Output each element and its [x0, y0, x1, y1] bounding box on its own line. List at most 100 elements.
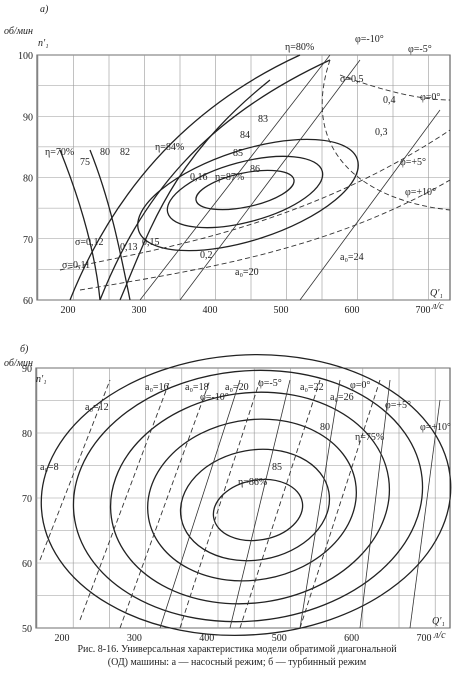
label: a₀=20	[225, 382, 249, 393]
label: σ=0,5	[340, 74, 364, 85]
panel-label: б)	[20, 344, 29, 355]
contour	[179, 448, 331, 562]
label: 84	[240, 130, 250, 141]
label: 80	[320, 422, 330, 433]
label: η=87%	[215, 172, 244, 183]
contour	[69, 54, 301, 301]
dashed	[119, 379, 211, 629]
label: φ=-10°	[355, 34, 384, 45]
x-tick-label: 200	[55, 633, 70, 644]
label: η=75%	[355, 432, 384, 443]
x-tick-label: 300	[132, 305, 147, 316]
dashed	[299, 379, 381, 629]
label: φ=+10°	[405, 187, 436, 198]
y-tick-label: 80	[22, 429, 32, 440]
panel-b: 700 600 500 400 300 200 90 80 70 60 50 б) об/мин n…	[4, 344, 452, 644]
contour	[99, 59, 331, 301]
dashed	[59, 129, 451, 271]
y-tick-label: 70	[22, 494, 32, 505]
dashed	[79, 379, 171, 621]
label: η=80%	[285, 42, 314, 53]
x-unit: л/с	[431, 301, 444, 312]
label: 85	[272, 462, 282, 473]
x-tick-label: 400	[199, 633, 214, 644]
line	[299, 109, 441, 301]
label: φ=+5°	[400, 157, 426, 168]
caption-line: Рис. 8-16. Универсальная характеристика …	[77, 644, 397, 655]
contour	[40, 353, 452, 637]
x-tick-label: 600	[344, 633, 359, 644]
contour	[195, 169, 295, 211]
label: a₀=20	[235, 267, 259, 278]
label: 86	[250, 164, 260, 175]
line	[359, 379, 391, 629]
label: a₀=26	[330, 392, 354, 403]
dashed	[321, 59, 451, 211]
x-tick-label: 700	[417, 633, 432, 644]
caption-line: (ОД) машины: а — насосный режим; б — тур…	[108, 657, 367, 668]
label: φ=0°	[420, 92, 440, 103]
contour	[119, 79, 271, 301]
x-axis-label: Q'₁	[432, 616, 445, 627]
label: a₀=12	[85, 402, 109, 413]
contours	[39, 353, 452, 637]
line	[409, 399, 441, 629]
contour	[212, 478, 304, 542]
y-tick-label: 80	[23, 174, 33, 185]
contour	[72, 369, 424, 623]
panel-label: а)	[40, 4, 49, 15]
label: 80	[100, 147, 110, 158]
label: a₀=8	[40, 462, 59, 473]
label: 0,2	[200, 250, 213, 261]
label: η=84%	[155, 142, 184, 153]
label: φ=+5°	[385, 400, 411, 411]
dashed	[239, 379, 321, 629]
label: 82	[120, 147, 130, 158]
label: 75	[80, 157, 90, 168]
label: a₀=18	[185, 382, 209, 393]
line	[159, 379, 241, 629]
y-tick-label: 100	[18, 51, 33, 62]
y-tick-label: 90	[23, 112, 33, 123]
label: φ=-5°	[258, 378, 282, 389]
contour	[89, 149, 131, 301]
y-unit: об/мин	[4, 358, 33, 369]
x-unit: л/с	[433, 630, 446, 641]
y-tick-label: 60	[23, 296, 33, 307]
dashed	[39, 379, 111, 561]
y-axis-label: n'₁	[36, 374, 47, 385]
label: a₀=22	[300, 382, 324, 393]
contour-labels: a₀=8 a₀=12 a₀=16 a₀=18 a₀=20 a₀=22 a₀=26…	[40, 378, 451, 488]
x-tick-label: 500	[272, 633, 287, 644]
contours	[59, 54, 451, 301]
contour-labels: η=80% φ=-10° φ=-5° σ=0,5 0,4 φ=0° 0,3 83…	[45, 34, 440, 278]
label: 0,13	[120, 242, 138, 253]
line	[229, 379, 291, 629]
y-tick-label: 90	[22, 364, 32, 375]
label: a₀=24	[340, 252, 364, 263]
label: φ=-5°	[408, 44, 432, 55]
x-tick-label: 400	[203, 305, 218, 316]
contour	[166, 155, 324, 229]
x-tick-label: 600	[345, 305, 360, 316]
x-tick-label: 500	[274, 305, 289, 316]
y-tick-label: 50	[22, 624, 32, 635]
label: 0,15	[142, 237, 160, 248]
dashed	[79, 179, 451, 291]
x-tick-label: 200	[61, 305, 76, 316]
x-tick-label: 300	[127, 633, 142, 644]
line	[179, 59, 361, 301]
label: φ=-10°	[200, 392, 229, 403]
y-tick-label: 70	[23, 235, 33, 246]
label: σ=0,12	[75, 237, 104, 248]
y-unit: об/мин	[4, 26, 33, 37]
contour	[137, 138, 359, 252]
y-tick-label: 60	[22, 559, 32, 570]
x-tick-label: 700	[416, 305, 431, 316]
x-axis-label: Q'₁	[430, 288, 443, 299]
label: η=86%	[238, 477, 267, 488]
label: φ=+10°	[420, 422, 451, 433]
y-axis-label: n'₁	[38, 38, 49, 49]
